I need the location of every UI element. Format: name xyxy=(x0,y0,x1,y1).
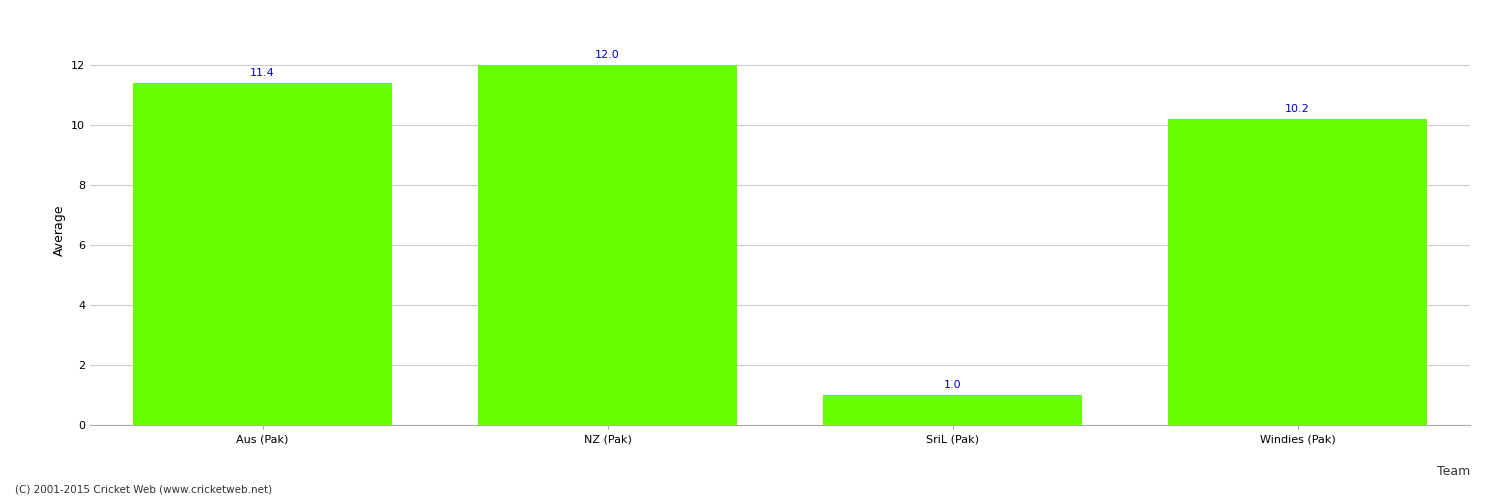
Bar xyxy=(1168,119,1426,425)
Text: 11.4: 11.4 xyxy=(251,68,274,78)
Bar xyxy=(478,65,736,425)
Text: Team: Team xyxy=(1437,465,1470,478)
Text: (C) 2001-2015 Cricket Web (www.cricketweb.net): (C) 2001-2015 Cricket Web (www.cricketwe… xyxy=(15,485,272,495)
Y-axis label: Average: Average xyxy=(53,204,66,256)
Text: 1.0: 1.0 xyxy=(944,380,962,390)
Text: 12.0: 12.0 xyxy=(596,50,619,60)
Bar xyxy=(824,395,1082,425)
Bar xyxy=(134,83,392,425)
Text: 10.2: 10.2 xyxy=(1286,104,1310,115)
